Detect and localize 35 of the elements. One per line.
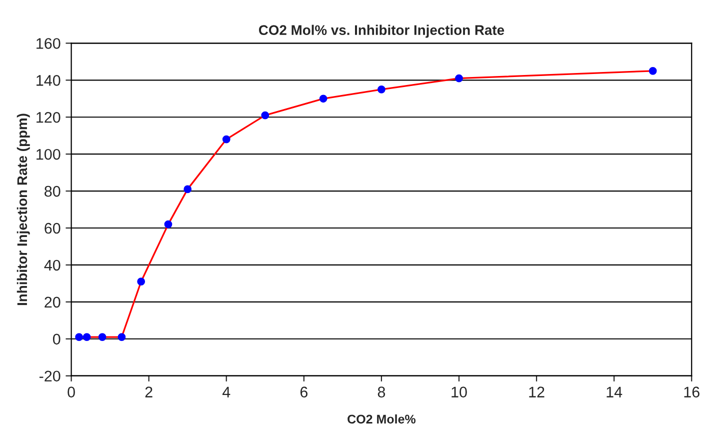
y-tick-label: 160 (36, 38, 60, 49)
y-tick-label: 20 (44, 296, 60, 308)
x-axis-title: CO2 Mole% (348, 414, 416, 424)
y-tick-label: 0 (52, 334, 60, 345)
y-tick-label: 100 (36, 148, 60, 160)
x-tick-label: 8 (378, 386, 386, 398)
x-tick-label: 14 (606, 386, 622, 398)
point (319, 94, 328, 103)
y-tick-label: 60 (44, 222, 60, 234)
point (137, 278, 146, 286)
x-tick-label: 4 (222, 386, 230, 398)
point (75, 333, 84, 341)
point (222, 135, 230, 144)
chart-title: CO2 Mol% vs. Inhibitor Injection Rate (258, 24, 504, 38)
point (648, 66, 657, 75)
x-tick-label: 12 (529, 386, 544, 398)
x-tick-label: 16 (684, 386, 700, 398)
point (82, 333, 91, 341)
x-tick-label: 2 (145, 386, 152, 398)
point (378, 85, 386, 94)
point (164, 220, 172, 228)
y-tick-label: 80 (44, 186, 60, 197)
point (455, 74, 463, 82)
y-tick-label: 40 (44, 260, 60, 271)
x-tick-label: 10 (452, 386, 467, 398)
x-tick-label: 6 (300, 386, 308, 398)
y-tick-label: 120 (36, 112, 60, 123)
point (184, 185, 192, 194)
x-tick-label: 0 (68, 386, 75, 398)
point (261, 111, 270, 120)
y-tick-label: 140 (36, 75, 60, 86)
y-tick-label: -20 (39, 370, 60, 382)
y-axis-title: Inhibitor Injection Rate (ppm) (16, 114, 30, 306)
point (98, 333, 106, 341)
point (118, 333, 126, 341)
